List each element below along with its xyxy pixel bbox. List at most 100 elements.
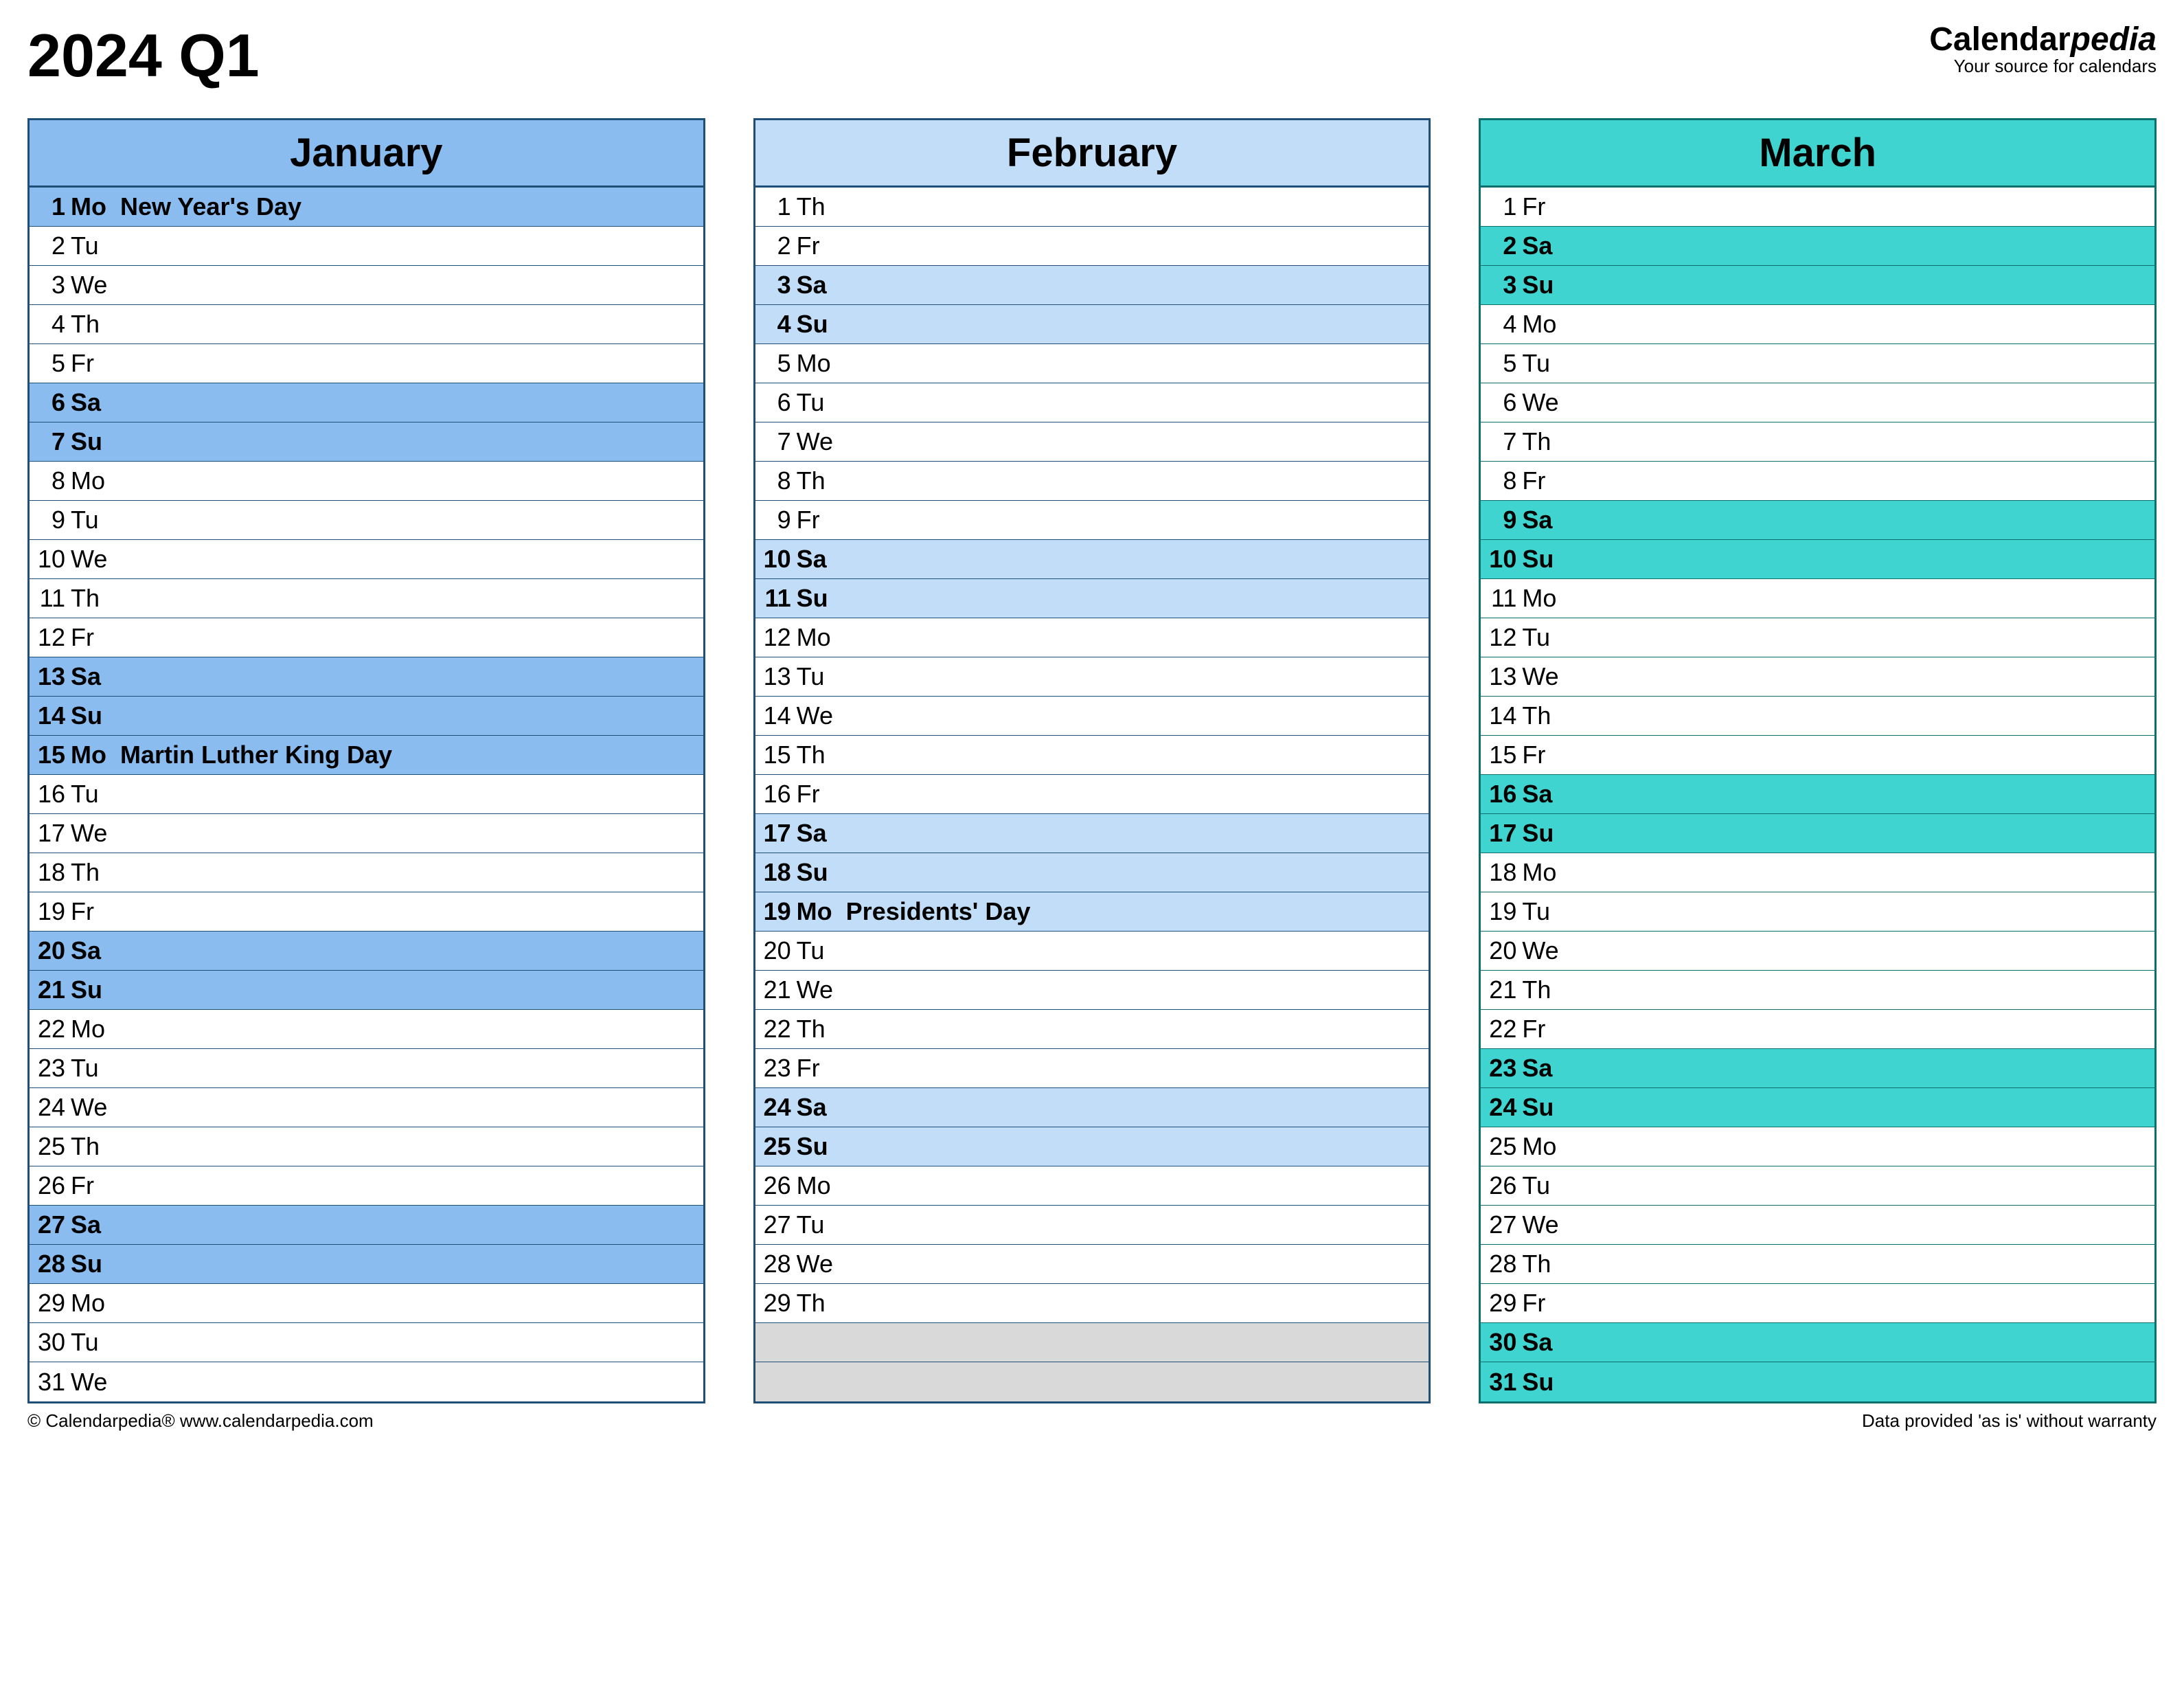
- day-row: 9Tu: [30, 501, 703, 540]
- day-of-week: Mo: [797, 623, 846, 652]
- brand-prefix: Calendar: [1929, 21, 2070, 58]
- day-number: 3: [35, 271, 71, 300]
- day-number: 11: [1486, 584, 1522, 613]
- day-number: 16: [1486, 780, 1522, 809]
- day-number: 18: [1486, 858, 1522, 887]
- day-number: 21: [1486, 975, 1522, 1004]
- day-row: 6Sa: [30, 383, 703, 422]
- day-row: 2Fr: [755, 227, 1429, 266]
- day-number: 23: [761, 1054, 797, 1083]
- day-row: 14We: [755, 697, 1429, 736]
- day-of-week: We: [797, 1250, 846, 1278]
- day-row: 15Fr: [1481, 736, 2154, 775]
- day-of-week: Fr: [1522, 192, 1571, 221]
- day-row: 1Th: [755, 188, 1429, 227]
- day-number: 5: [35, 349, 71, 378]
- day-of-week: Tu: [797, 388, 846, 417]
- day-number: 11: [35, 584, 71, 613]
- day-row: 4Mo: [1481, 305, 2154, 344]
- day-row: 15Th: [755, 736, 1429, 775]
- day-of-week: Th: [71, 1132, 120, 1161]
- day-number: 26: [761, 1171, 797, 1200]
- day-of-week: Fr: [71, 897, 120, 926]
- day-of-week: Su: [1522, 819, 1571, 848]
- day-row: 11Mo: [1481, 579, 2154, 618]
- day-number: 2: [1486, 232, 1522, 260]
- day-row: 9Sa: [1481, 501, 2154, 540]
- day-row: 19MoPresidents' Day: [755, 892, 1429, 932]
- day-number: 6: [761, 388, 797, 417]
- brand-name: Calendarpedia: [1929, 21, 2157, 58]
- day-row: 17Sa: [755, 814, 1429, 853]
- day-number: 4: [35, 310, 71, 339]
- day-number: 26: [1486, 1171, 1522, 1200]
- day-row: 23Tu: [30, 1049, 703, 1088]
- day-row: 28Su: [30, 1245, 703, 1284]
- day-row: 31We: [30, 1362, 703, 1401]
- day-row: 25Th: [30, 1127, 703, 1166]
- day-row: 5Mo: [755, 344, 1429, 383]
- day-row: 2Tu: [30, 227, 703, 266]
- day-number: 14: [35, 701, 71, 730]
- day-number: 25: [1486, 1132, 1522, 1161]
- day-of-week: Sa: [71, 662, 120, 691]
- day-of-week: Mo: [71, 741, 120, 769]
- day-number: 30: [35, 1328, 71, 1357]
- day-number: 7: [35, 427, 71, 456]
- day-number: 6: [1486, 388, 1522, 417]
- day-row: 10Sa: [755, 540, 1429, 579]
- day-of-week: Su: [71, 1250, 120, 1278]
- day-of-week: Th: [797, 466, 846, 495]
- day-of-week: Sa: [797, 819, 846, 848]
- day-of-week: We: [71, 545, 120, 574]
- day-of-week: Th: [797, 741, 846, 769]
- day-number: 17: [1486, 819, 1522, 848]
- day-of-week: Mo: [797, 897, 846, 926]
- day-of-week: Su: [797, 858, 846, 887]
- month-column: February1Th2Fr3Sa4Su5Mo6Tu7We8Th9Fr10Sa1…: [753, 118, 1431, 1403]
- day-number: 2: [35, 232, 71, 260]
- day-of-week: Th: [71, 310, 120, 339]
- day-of-week: Tu: [1522, 349, 1571, 378]
- day-of-week: Tu: [71, 780, 120, 809]
- day-row: 30Tu: [30, 1323, 703, 1362]
- day-number: 31: [35, 1368, 71, 1397]
- day-of-week: Th: [797, 1289, 846, 1318]
- day-of-week: Sa: [797, 271, 846, 300]
- day-row: 24Su: [1481, 1088, 2154, 1127]
- day-row: 12Tu: [1481, 618, 2154, 657]
- day-event: Martin Luther King Day: [120, 741, 698, 769]
- day-row: 6Tu: [755, 383, 1429, 422]
- day-row: 7We: [755, 422, 1429, 462]
- day-row: 16Tu: [30, 775, 703, 814]
- day-of-week: Su: [1522, 1368, 1571, 1397]
- day-of-week: Fr: [797, 506, 846, 534]
- day-number: 31: [1486, 1368, 1522, 1397]
- day-of-week: Mo: [797, 1171, 846, 1200]
- months-grid: January1MoNew Year's Day2Tu3We4Th5Fr6Sa7…: [27, 118, 2157, 1403]
- day-number: 27: [35, 1210, 71, 1239]
- day-number: 14: [761, 701, 797, 730]
- day-of-week: Th: [797, 192, 846, 221]
- day-number: 28: [35, 1250, 71, 1278]
- day-of-week: Fr: [71, 623, 120, 652]
- day-of-week: Th: [1522, 1250, 1571, 1278]
- day-row: 25Mo: [1481, 1127, 2154, 1166]
- day-number: 29: [1486, 1289, 1522, 1318]
- day-row: 21Th: [1481, 971, 2154, 1010]
- day-number: 15: [761, 741, 797, 769]
- day-number: 9: [35, 506, 71, 534]
- day-row: 1Fr: [1481, 188, 2154, 227]
- day-number: 19: [35, 897, 71, 926]
- day-of-week: We: [797, 427, 846, 456]
- day-row: 20Tu: [755, 932, 1429, 971]
- day-number: 16: [35, 780, 71, 809]
- day-number: 11: [761, 584, 797, 613]
- day-number: 4: [761, 310, 797, 339]
- day-event: New Year's Day: [120, 192, 698, 221]
- day-of-week: Mo: [1522, 1132, 1571, 1161]
- page-footer: © Calendarpedia® www.calendarpedia.com D…: [27, 1410, 2157, 1432]
- day-of-week: Sa: [1522, 506, 1571, 534]
- day-row: 11Th: [30, 579, 703, 618]
- day-row: 5Tu: [1481, 344, 2154, 383]
